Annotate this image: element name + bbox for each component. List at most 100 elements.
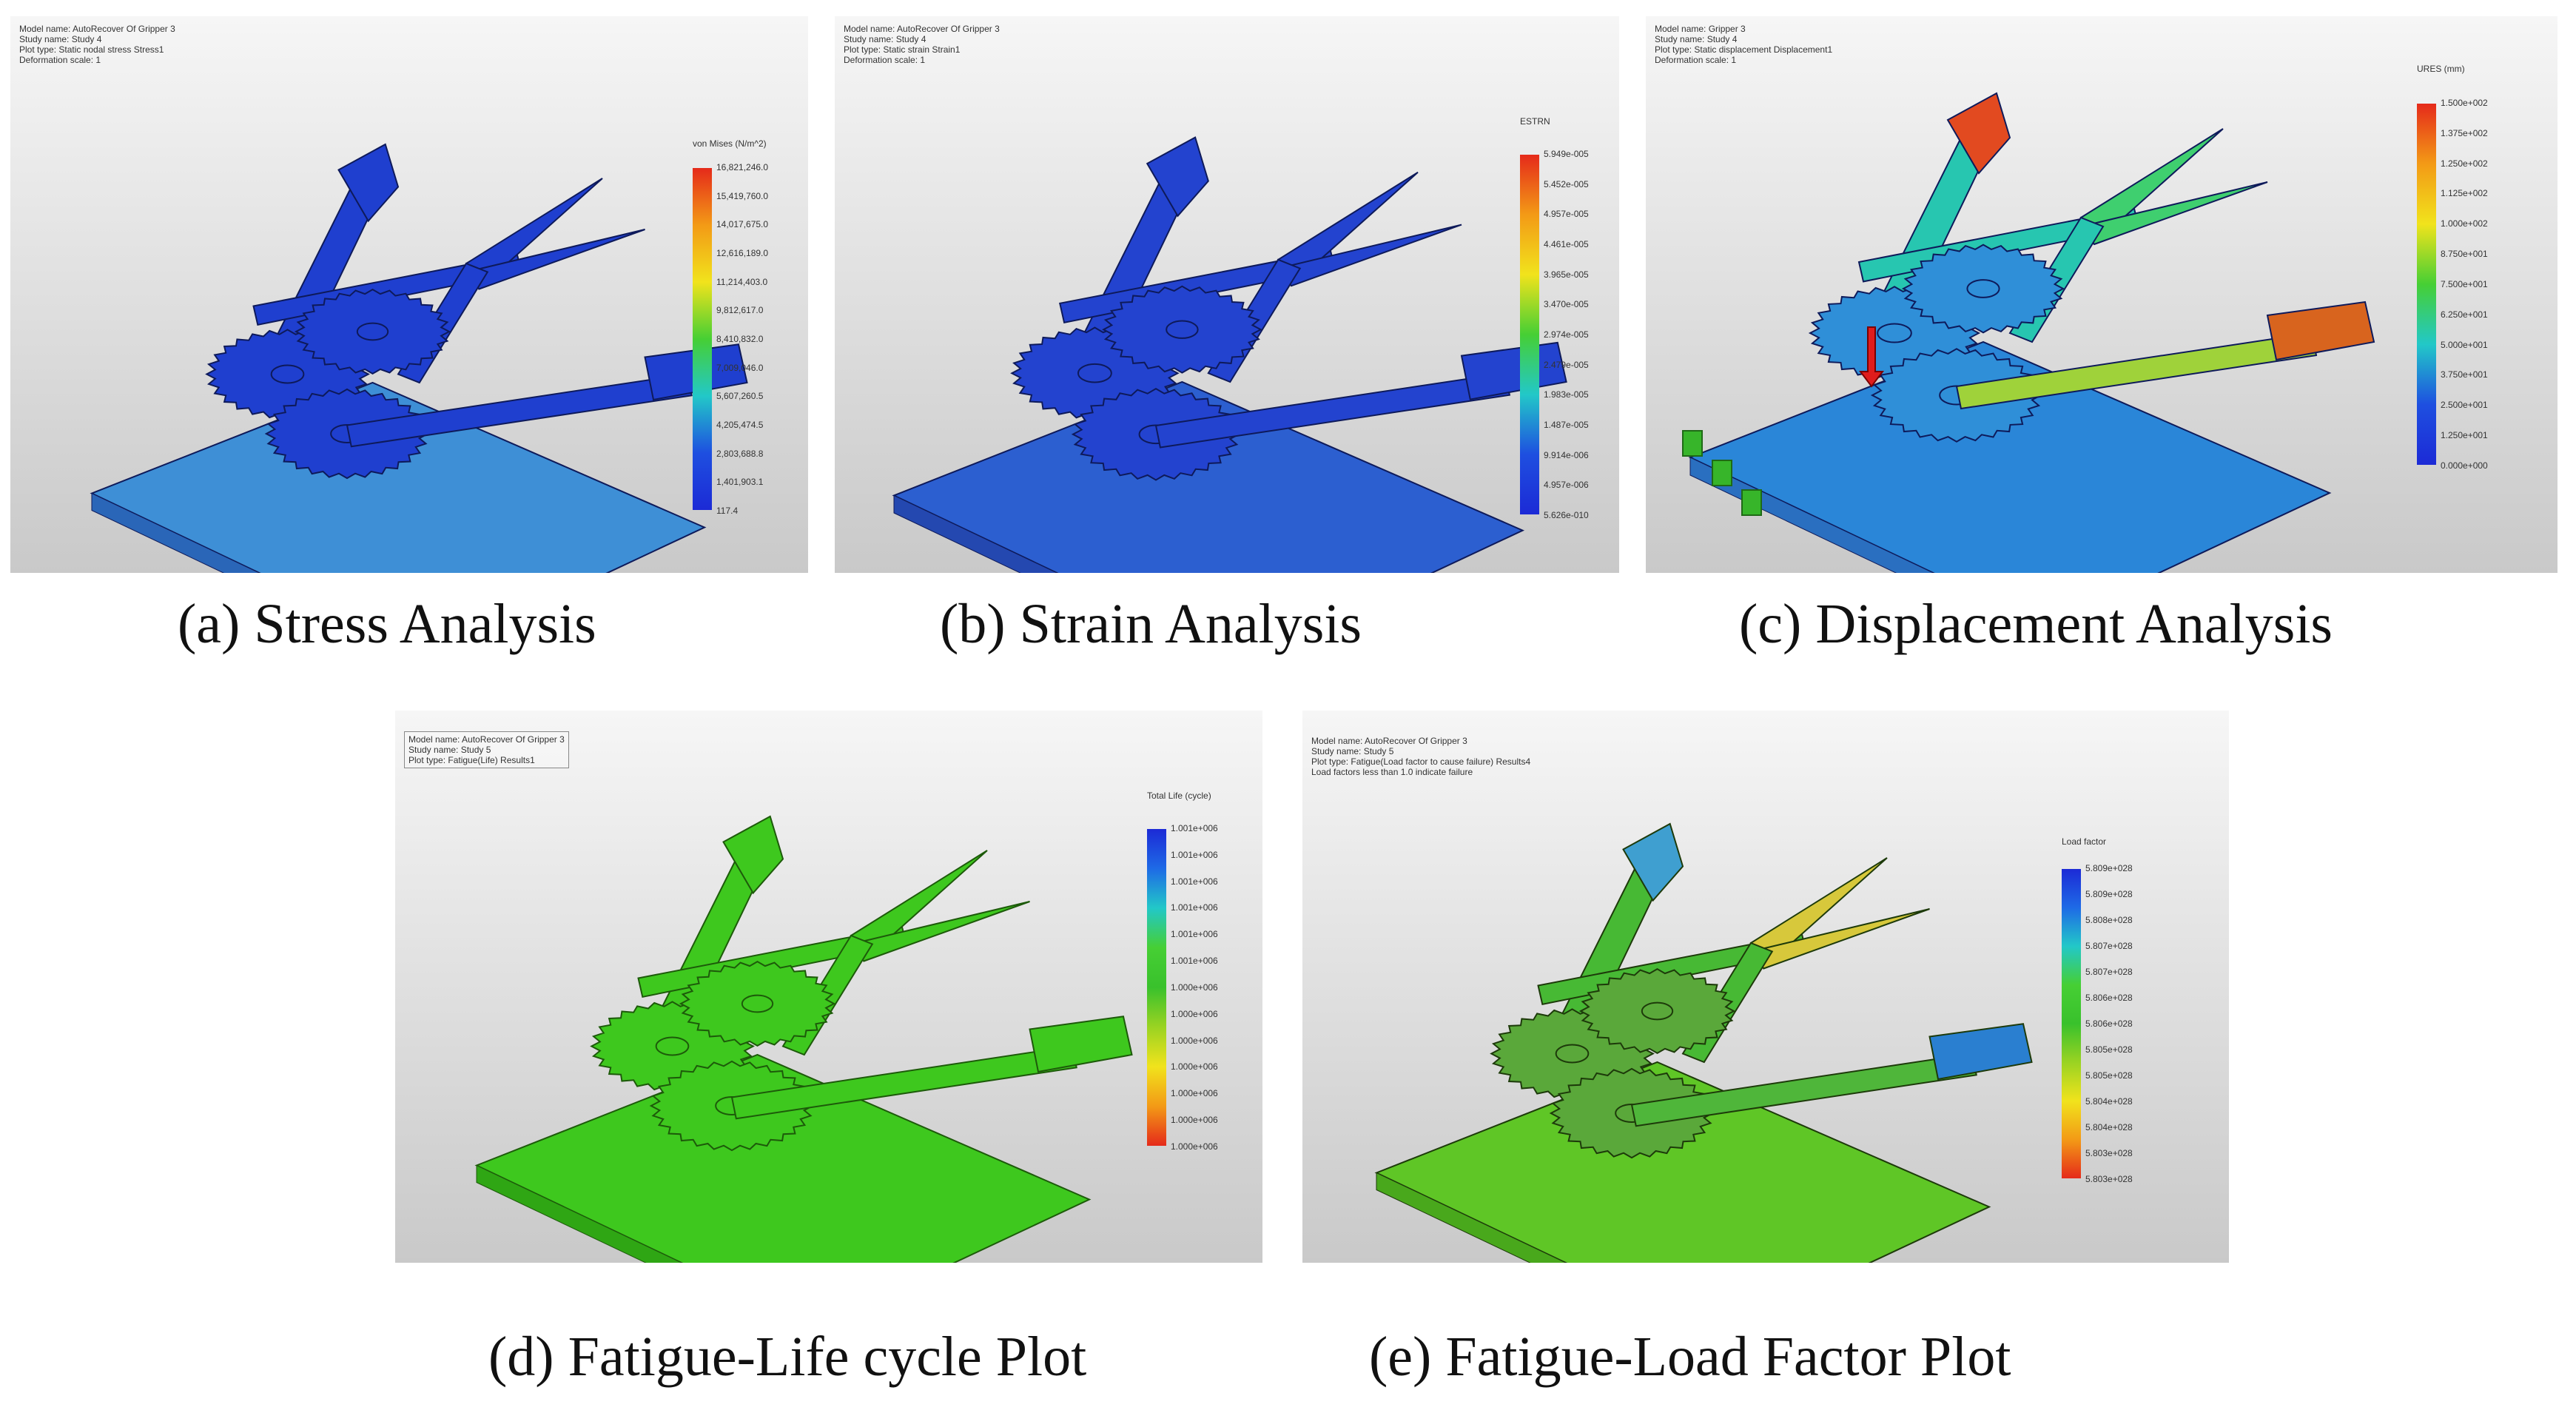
arm-tip-block (337, 143, 400, 223)
legend-tick: 1.000e+006 (1171, 1141, 1218, 1152)
base-plate-edge (91, 492, 260, 573)
legend-strain: ESTRN 5.949e-005 5.452e-005 4.957e-005 4… (1520, 116, 1616, 546)
panel-info-displacement: Model name: Gripper 3 Study name: Study … (1655, 24, 1832, 65)
legend-tick: 15,419,760.0 (716, 190, 769, 201)
legend-tick: 1.250e+002 (2441, 158, 2488, 169)
legend-tick: 6.250e+001 (2441, 309, 2488, 320)
legend-tick: 1.250e+001 (2441, 430, 2488, 441)
legend-tick: 7.500e+001 (2441, 278, 2488, 289)
legend-tick: 9,812,617.0 (716, 305, 764, 316)
lower-arm (1154, 372, 1511, 449)
info-line: Plot type: Static displacement Displacem… (1655, 44, 1833, 55)
info-line: Deformation scale: 1 (1655, 55, 1737, 65)
legend-tick: 1.000e+006 (1171, 1088, 1218, 1099)
legend-tick: 5.626e-010 (1544, 509, 1589, 520)
legend-tick: 2.974e-005 (1544, 329, 1589, 340)
base-plate-edge (1689, 457, 1934, 573)
caption-fatigue-life: (d) Fatigue-Life cycle Plot (488, 1326, 1087, 1388)
info-line: Study name: Study 4 (19, 34, 102, 44)
legend-tick: 5.000e+001 (2441, 339, 2488, 350)
legend-tick: 8,410,832.0 (716, 333, 764, 344)
legend-tick: 5.949e-005 (1544, 149, 1589, 159)
lower-arm (1630, 1053, 1977, 1127)
legend-tick: 4.957e-005 (1544, 209, 1589, 220)
legend-tick: 0.000e+000 (2441, 460, 2488, 471)
legend-tick: 5.809e+028 (2085, 863, 2133, 873)
info-line: Model name: Gripper 3 (1655, 24, 1746, 34)
legend-tick: 5.806e+028 (2085, 1018, 2133, 1029)
legend-tick: 5.807e+028 (2085, 967, 2133, 977)
legend-tick: 11,214,403.0 (716, 276, 768, 287)
gear (679, 960, 836, 1047)
legend-tick: 2.500e+001 (2441, 400, 2488, 411)
lower-arm-tip-block (2266, 301, 2375, 361)
legend-tick: 1.001e+006 (1171, 902, 1218, 913)
legend-tick: 4,205,474.5 (716, 419, 764, 430)
color-scale-bar (1520, 155, 1539, 514)
legend-tick: 1,401,903.1 (716, 477, 764, 488)
legend-tick: 1.000e+002 (2441, 218, 2488, 229)
info-line: Plot type: Static strain Strain1 (844, 44, 961, 55)
legend-tick: 5.452e-005 (1544, 178, 1589, 189)
base-plate-edge (1376, 1172, 1567, 1263)
legend-tick: 5.809e+028 (2085, 889, 2133, 899)
legend-title: Total Life (cycle) (1147, 791, 1211, 801)
gripper-model-load-factor (1374, 822, 2033, 1263)
caption-stress: (a) Stress Analysis (178, 593, 596, 655)
lower-arm (346, 373, 693, 448)
legend-tick: 1.983e-005 (1544, 389, 1589, 400)
legend-tick: 1.001e+006 (1171, 849, 1218, 860)
load-arrow-icon (1859, 326, 1884, 388)
legend-tick: 14,017,675.0 (716, 219, 769, 230)
legend-tick: 5.804e+028 (2085, 1122, 2133, 1132)
legend-title: von Mises (N/m^2) (693, 138, 767, 149)
arm-tip-block (1946, 92, 2011, 175)
legend-title: ESTRN (1520, 116, 1550, 127)
info-line: Plot type: Fatigue(Load factor to cause … (1311, 756, 1531, 767)
panel-load-factor: Model name: AutoRecover Of Gripper 3 Stu… (1302, 711, 2229, 1263)
color-scale-bar (1147, 829, 1166, 1146)
legend-tick: 12,616,189.0 (716, 247, 769, 258)
lower-arm (1955, 332, 2318, 410)
legend-ticks: 1.001e+006 1.001e+006 1.001e+006 1.001e+… (1171, 823, 1218, 1152)
info-line: Model name: AutoRecover Of Gripper 3 (844, 24, 1000, 34)
arm-tip-block (1146, 136, 1209, 218)
info-line: Study name: Study 5 (1311, 746, 1394, 756)
legend-tick: 5.803e+028 (2085, 1148, 2133, 1158)
legend-title: URES (mm) (2417, 64, 2465, 74)
fixture-constraint-icon (1712, 460, 1732, 486)
panel-stress: Model name: AutoRecover Of Gripper 3 Stu… (10, 16, 808, 573)
panel-info-load-factor: Model name: AutoRecover Of Gripper 3 Stu… (1311, 736, 1530, 777)
legend-tick: 5.808e+028 (2085, 915, 2133, 925)
gear (1102, 285, 1262, 374)
info-line: Deformation scale: 1 (19, 55, 101, 65)
gear (1549, 1067, 1715, 1159)
legend-tick: 1.125e+002 (2441, 188, 2488, 199)
legend-tick: 1.487e-005 (1544, 419, 1589, 430)
panel-strain: Model name: AutoRecover Of Gripper 3 Stu… (835, 16, 1619, 573)
info-line: Study name: Study 4 (844, 34, 927, 44)
legend-tick: 1.000e+006 (1171, 1115, 1218, 1126)
panel-info-fatigue-life: Model name: AutoRecover Of Gripper 3 Stu… (404, 731, 569, 768)
gear (1901, 244, 2065, 334)
info-line: Load factors less than 1.0 indicate fail… (1311, 767, 1473, 777)
gripper-model-fatigue-life (474, 815, 1133, 1263)
legend-tick: 5.805e+028 (2085, 1070, 2133, 1081)
legend-tick: 7,009,046.0 (716, 362, 764, 373)
legend-tick: 1.001e+006 (1171, 956, 1218, 967)
legend-tick: 1.001e+006 (1171, 876, 1218, 887)
legend-tick: 3.750e+001 (2441, 369, 2488, 380)
arm-tip-block (1622, 822, 1684, 902)
fixture-constraint-icon (1741, 489, 1762, 516)
legend-ticks: 5.809e+028 5.809e+028 5.808e+028 5.807e+… (2085, 863, 2133, 1184)
legend-title: Load factor (2062, 836, 2107, 847)
legend-stress: von Mises (N/m^2) 16,821,246.0 15,419,76… (691, 138, 802, 538)
panel-fatigue-life: Model name: AutoRecover Of Gripper 3 Stu… (395, 711, 1262, 1263)
color-scale-bar (2062, 869, 2081, 1178)
legend-ticks: 16,821,246.0 15,419,760.0 14,017,675.0 1… (716, 162, 768, 516)
info-line: Study name: Study 4 (1655, 34, 1738, 44)
info-line: Plot type: Static nodal stress Stress1 (19, 44, 164, 55)
info-line: Plot type: Fatigue(Life) Results1 (408, 755, 535, 765)
arm-tip-block (722, 815, 784, 895)
base-plate-edge (476, 1164, 683, 1263)
